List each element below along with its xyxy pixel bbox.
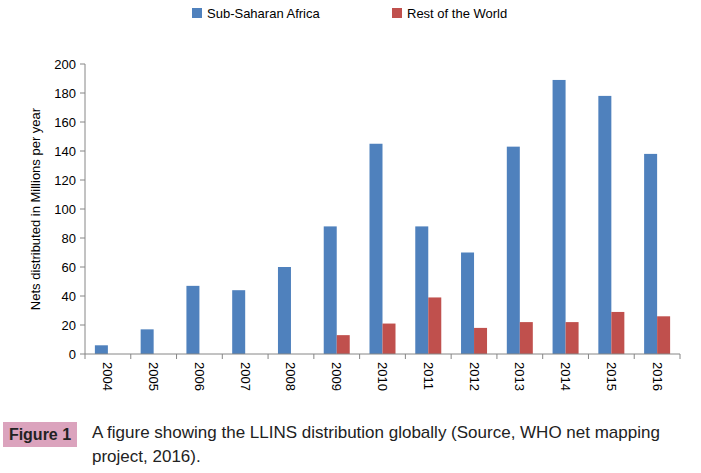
bar: [566, 322, 579, 354]
x-tick: [496, 354, 497, 359]
y-tick: [80, 209, 85, 210]
y-tick-label: 20: [62, 318, 76, 333]
x-tick-label: 2014: [558, 362, 573, 391]
y-tick-label: 200: [54, 57, 76, 72]
x-tick: [222, 354, 223, 359]
bars: [95, 80, 670, 354]
bar: [553, 80, 566, 354]
y-tick: [80, 151, 85, 152]
x-tick: [451, 354, 452, 359]
bar: [232, 290, 245, 354]
bar: [324, 226, 337, 354]
bar: [611, 312, 624, 354]
x-tick: [680, 354, 681, 359]
x-axis: [85, 354, 680, 355]
legend: Sub-Saharan Africa Rest of the World: [192, 6, 507, 21]
y-tick-label: 100: [54, 202, 76, 217]
x-tick-label: 2015: [604, 362, 619, 391]
y-tick: [80, 354, 85, 355]
x-tick-label: 2010: [375, 362, 390, 391]
x-tick: [268, 354, 269, 359]
y-tick-label: 180: [54, 86, 76, 101]
y-axis-label: Nets distributed in Millions per year: [28, 107, 43, 310]
figure-label: Figure 1: [3, 422, 77, 447]
bar: [507, 147, 520, 354]
y-tick: [80, 64, 85, 65]
y-tick: [80, 296, 85, 297]
y-tick-label: 120: [54, 173, 76, 188]
bar: [337, 335, 350, 354]
bar: [370, 144, 383, 354]
x-tick: [588, 354, 589, 359]
x-tick-label: 2012: [467, 362, 482, 391]
bar: [461, 253, 474, 355]
bar: [95, 345, 108, 354]
legend-swatch: [192, 8, 202, 18]
x-tick: [85, 354, 86, 359]
legend-label: Rest of the World: [407, 6, 507, 21]
y-tick-label: 80: [62, 231, 76, 246]
y-tick-label: 60: [62, 260, 76, 275]
bar: [383, 324, 396, 354]
y-tick: [80, 325, 85, 326]
bar: [428, 297, 441, 354]
y-tick-label: 140: [54, 144, 76, 159]
x-tick: [634, 354, 635, 359]
y-tick: [80, 93, 85, 94]
x-tick-label: 2004: [100, 362, 115, 391]
chart: 0 20 40 60 80 100 120 140 160 180 200 2004 2005 2006 2…: [0, 0, 701, 473]
y-tick: [80, 180, 85, 181]
x-tick-label: 2007: [238, 362, 253, 391]
caption: A figure showing the LLINS distribution …: [92, 421, 698, 469]
bar: [644, 154, 657, 354]
x-tick-label: 2006: [192, 362, 207, 391]
x-tick-label: 2013: [512, 362, 527, 391]
x-tick: [130, 354, 131, 359]
legend-swatch: [392, 8, 402, 18]
x-tick: [313, 354, 314, 359]
y-tick: [80, 122, 85, 123]
bar: [186, 286, 199, 354]
x-tick-label: 2009: [329, 362, 344, 391]
bar: [415, 226, 428, 354]
x-tick: [176, 354, 177, 359]
legend-label: Sub-Saharan Africa: [207, 6, 321, 21]
bar: [278, 267, 291, 354]
x-tick-label: 2011: [421, 362, 436, 390]
y-tick: [80, 267, 85, 268]
bar: [657, 316, 670, 354]
x-tick-label: 2008: [283, 362, 298, 391]
y-tick: [80, 238, 85, 239]
bar: [474, 328, 487, 354]
y-tick-label: 40: [62, 289, 76, 304]
y-tick-label: 160: [54, 115, 76, 130]
y-tick-label: 0: [69, 347, 76, 362]
bar: [141, 329, 154, 354]
x-tick-label: 2016: [650, 362, 665, 391]
x-tick: [542, 354, 543, 359]
bar: [598, 96, 611, 354]
x-tick: [405, 354, 406, 359]
x-tick: [359, 354, 360, 359]
x-tick-label: 2005: [146, 362, 161, 391]
bar: [520, 322, 533, 354]
